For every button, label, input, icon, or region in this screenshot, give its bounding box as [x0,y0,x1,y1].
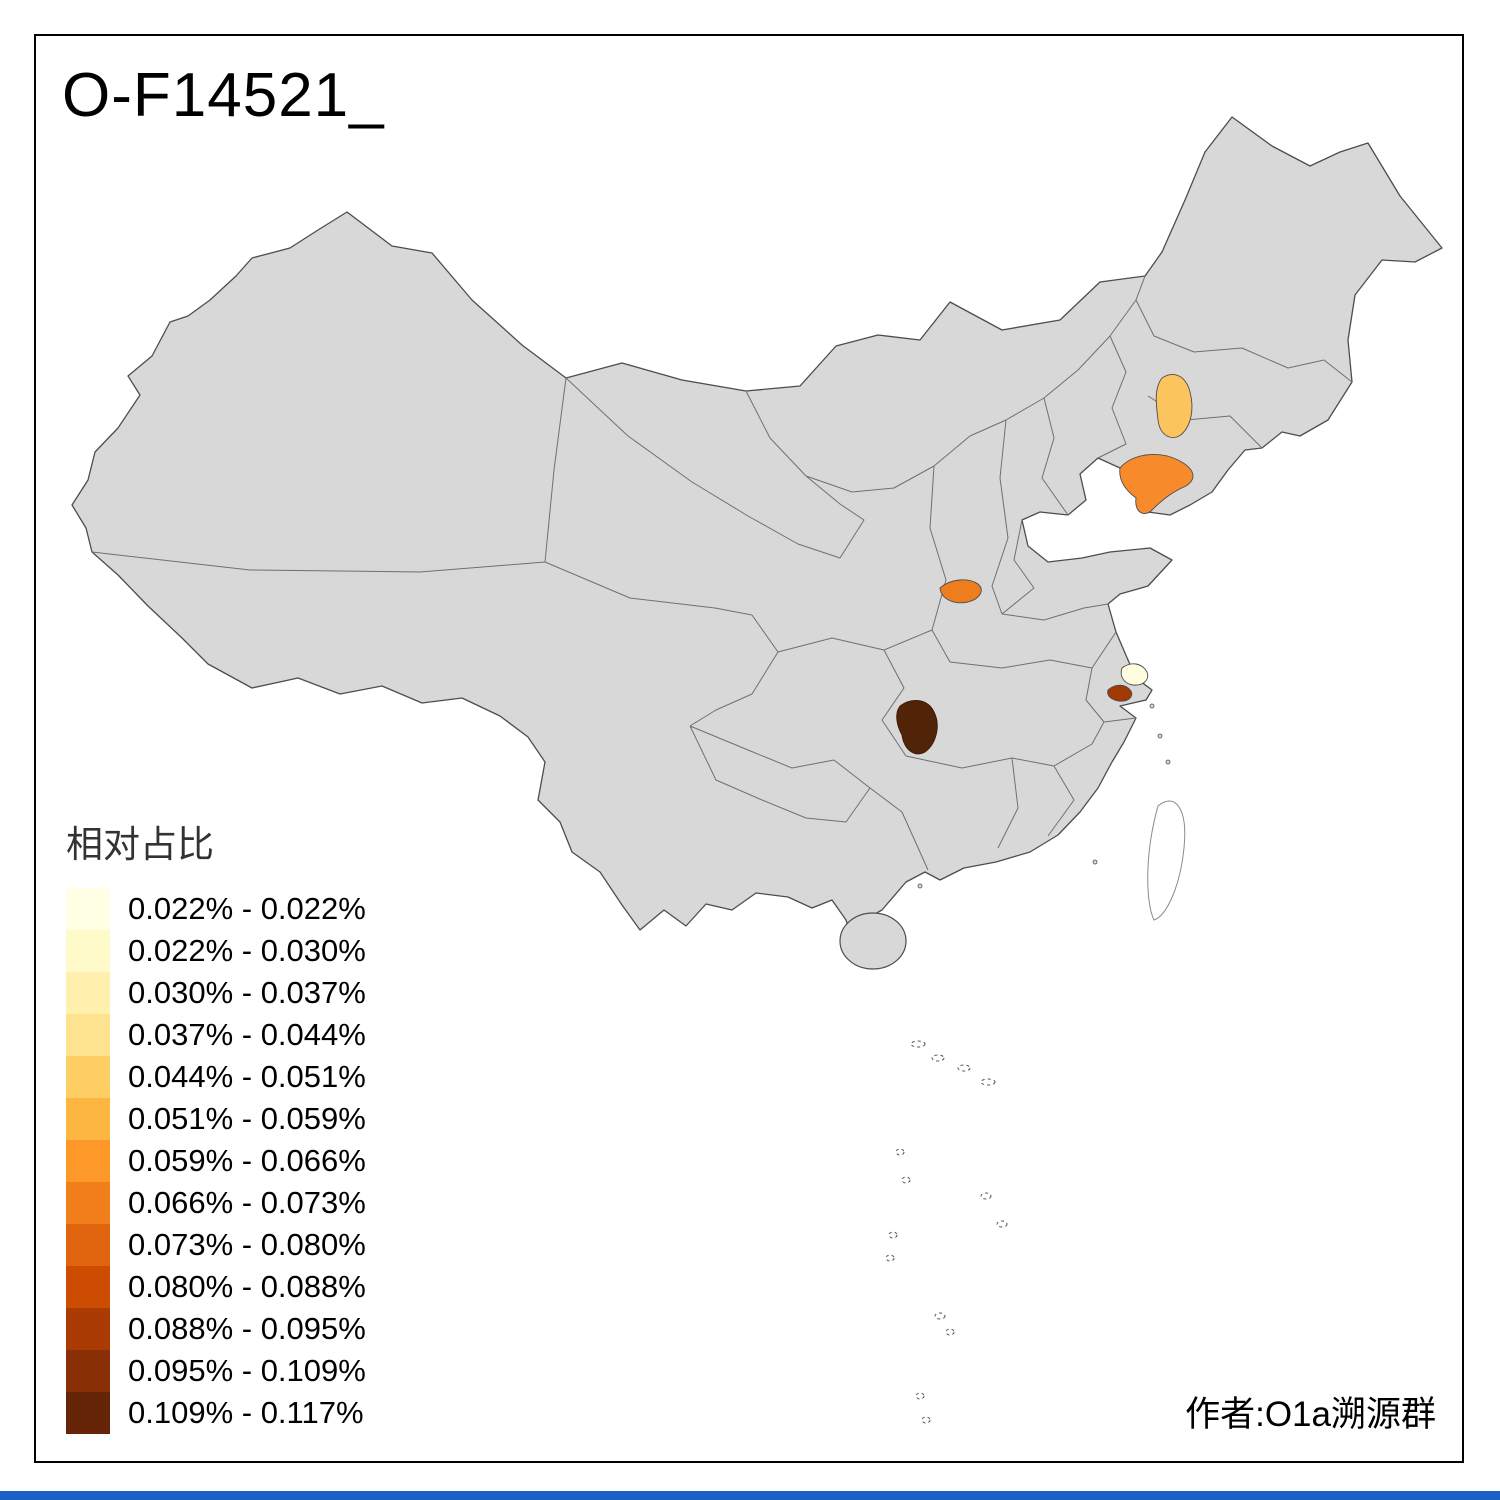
legend-swatch [66,1224,110,1266]
legend-item: 0.059% - 0.066% [66,1140,366,1182]
legend-item: 0.088% - 0.095% [66,1308,366,1350]
legend-swatch [66,1014,110,1056]
legend-item: 0.051% - 0.059% [66,1098,366,1140]
legend-swatch [66,930,110,972]
map-title: O-F14521_ [62,61,385,130]
hainan-island [839,912,907,970]
legend-swatch [66,1308,110,1350]
legend-swatch [66,1098,110,1140]
province-borders [91,275,1353,871]
legend-item: 0.095% - 0.109% [66,1350,366,1392]
legend-item: 0.073% - 0.080% [66,1224,366,1266]
legend-label: 0.051% - 0.059% [128,1101,366,1136]
legend-item: 0.030% - 0.037% [66,972,366,1014]
legend-label: 0.044% - 0.051% [128,1059,366,1094]
legend-title: 相对占比 [66,824,214,865]
legend-swatch [66,1182,110,1224]
highlight-region-guanzhong [939,579,982,604]
legend-swatch [66,888,110,930]
china-mainland-shape [71,116,1443,947]
highlight-region-nantong [1120,663,1149,686]
legend: 相对占比 0.022% - 0.022% 0.022% - 0.030% 0.0… [66,814,366,1434]
legend-item: 0.080% - 0.088% [66,1266,366,1308]
legend-label: 0.073% - 0.080% [128,1227,366,1262]
highlight-region-suzhou [1107,684,1133,702]
legend-item: 0.022% - 0.030% [66,930,366,972]
highlight-region-jilin [1155,374,1193,438]
legend-label: 0.066% - 0.073% [128,1185,366,1220]
legend-label: 0.088% - 0.095% [128,1311,366,1346]
legend-swatch [66,1392,110,1434]
author-credit: 作者:O1a溯源群 [1185,1395,1436,1434]
legend-swatch [66,1140,110,1182]
legend-item: 0.037% - 0.044% [66,1014,366,1056]
legend-label: 0.109% - 0.117% [128,1395,364,1430]
coastal-islets [917,703,1171,889]
legend-item: 0.109% - 0.117% [66,1392,366,1434]
legend-swatch [66,1056,110,1098]
taiwan-island [1147,800,1186,921]
legend-label: 0.037% - 0.044% [128,1017,366,1052]
highlight-region-west-hubei [896,700,938,755]
south-china-sea-islets [885,1040,1008,1424]
legend-label: 0.022% - 0.022% [128,891,366,926]
highlight-region-dalian [1119,454,1194,514]
legend-item: 0.022% - 0.022% [66,888,366,930]
legend-swatch [66,1350,110,1392]
legend-label: 0.022% - 0.030% [128,933,366,968]
legend-label: 0.095% - 0.109% [128,1353,366,1388]
legend-swatch [66,1266,110,1308]
bottom-blue-bar [0,1491,1500,1500]
legend-item: 0.066% - 0.073% [66,1182,366,1224]
legend-label: 0.030% - 0.037% [128,975,366,1010]
legend-item: 0.044% - 0.051% [66,1056,366,1098]
legend-swatch [66,972,110,1014]
legend-label: 0.059% - 0.066% [128,1143,366,1178]
legend-label: 0.080% - 0.088% [128,1269,366,1304]
